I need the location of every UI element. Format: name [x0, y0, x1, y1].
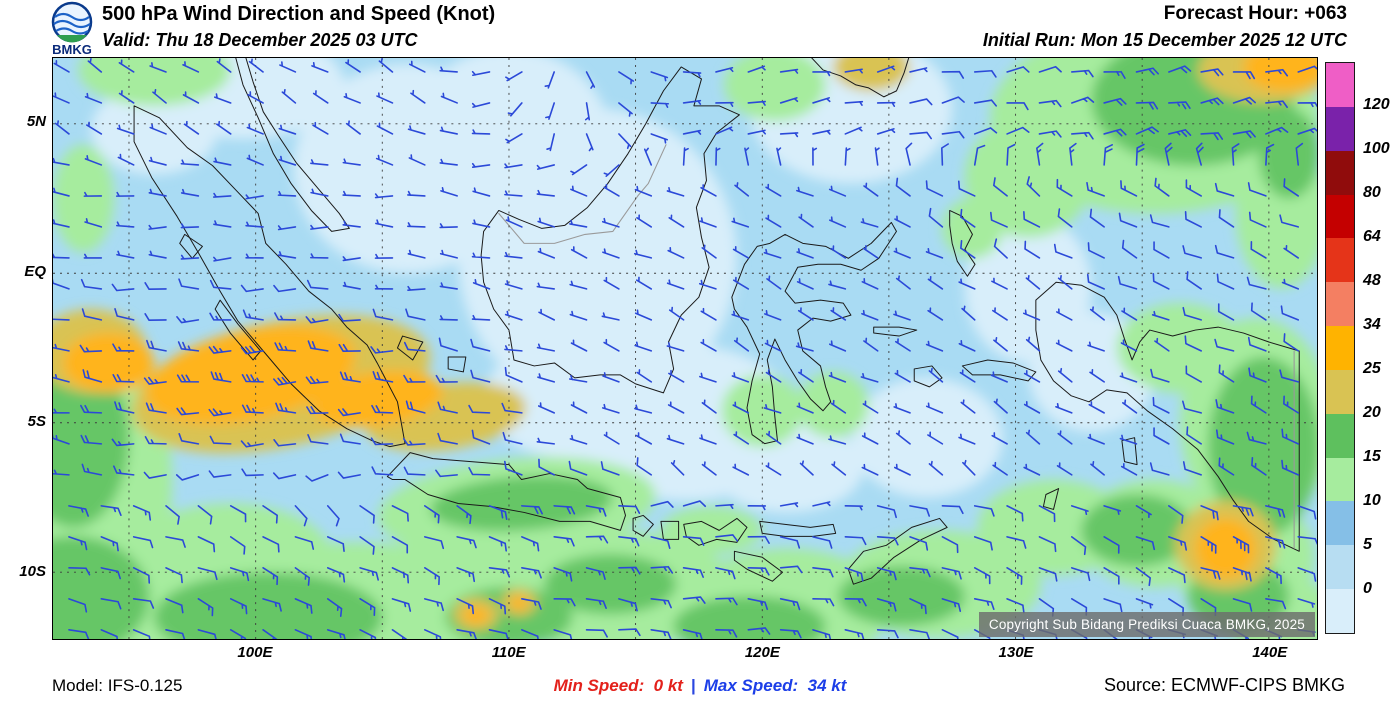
min-speed-label: Min Speed: 0 kt — [553, 676, 683, 695]
weather-map: Copyright Sub Bidang Prediksi Cuaca BMKG… — [52, 57, 1318, 640]
colorbar-segment — [1326, 282, 1354, 327]
wind-barb-layer — [53, 58, 1317, 639]
valid-time: Valid: Thu 18 December 2025 03 UTC — [102, 30, 418, 50]
lon-tick-label: 130E — [998, 644, 1034, 661]
colorbar-segment — [1326, 150, 1354, 195]
page-title: 500 hPa Wind Direction and Speed (Knot) — [102, 3, 496, 25]
speed-divider: | — [690, 676, 696, 695]
forecast-hour: Forecast Hour: +063 — [1163, 3, 1347, 24]
colorbar-tick-label: 0 — [1363, 580, 1372, 597]
lon-tick-label: 100E — [237, 644, 273, 661]
colorbar-tick-label: 20 — [1363, 404, 1381, 421]
max-speed-label: Max Speed: 34 kt — [703, 676, 847, 695]
initial-run: Initial Run: Mon 15 December 2025 12 UTC — [982, 30, 1347, 50]
colorbar-segment — [1326, 63, 1354, 107]
source-label: Source: ECMWF-CIPS BMKG — [1103, 675, 1345, 695]
colorbar — [1325, 62, 1355, 634]
colorbar-tick-label: 64 — [1363, 228, 1381, 245]
colorbar-tick-label: 80 — [1363, 184, 1381, 201]
colorbar-tick-label: 34 — [1363, 316, 1381, 333]
colorbar-tick-label: 25 — [1363, 360, 1381, 377]
colorbar-tick-label: 120 — [1363, 96, 1390, 113]
colorbar-tick-label: 48 — [1363, 272, 1381, 289]
colorbar-segment — [1326, 545, 1354, 590]
colorbar-segment — [1326, 589, 1354, 633]
lat-tick-label: 10S — [19, 563, 46, 580]
colorbar-segment — [1326, 238, 1354, 283]
lon-tick-label: 110E — [491, 644, 526, 661]
colorbar-tick-label: 100 — [1363, 140, 1390, 157]
copyright-overlay: Copyright Sub Bidang Prediksi Cuaca BMKG… — [978, 612, 1315, 637]
lat-tick-label: 5N — [26, 113, 46, 130]
bmkg-logo: BMKG — [51, 1, 93, 57]
lon-tick-label: 140E — [1252, 644, 1288, 661]
colorbar-tick-label: 15 — [1363, 448, 1381, 465]
colorbar-tick-label: 10 — [1363, 492, 1381, 509]
colorbar-segment — [1326, 106, 1354, 151]
lat-tick-label: EQ — [24, 263, 46, 280]
colorbar-tick-label: 5 — [1363, 536, 1372, 553]
colorbar-segment — [1326, 326, 1354, 370]
speed-extremes-line: Min Speed: 0 kt | Max Speed: 34 kt — [0, 676, 1400, 696]
colorbar-segment — [1326, 413, 1354, 458]
colorbar-segment — [1326, 457, 1354, 502]
colorbar-segment — [1326, 194, 1354, 239]
logo-text: BMKG — [52, 42, 92, 57]
colorbar-segment — [1326, 501, 1354, 546]
lon-tick-label: 120E — [744, 644, 780, 661]
model-label: Model: IFS-0.125 — [52, 676, 183, 695]
colorbar-segment — [1326, 369, 1354, 414]
lat-tick-label: 5S — [27, 413, 46, 430]
wind-barbs — [53, 58, 1317, 639]
